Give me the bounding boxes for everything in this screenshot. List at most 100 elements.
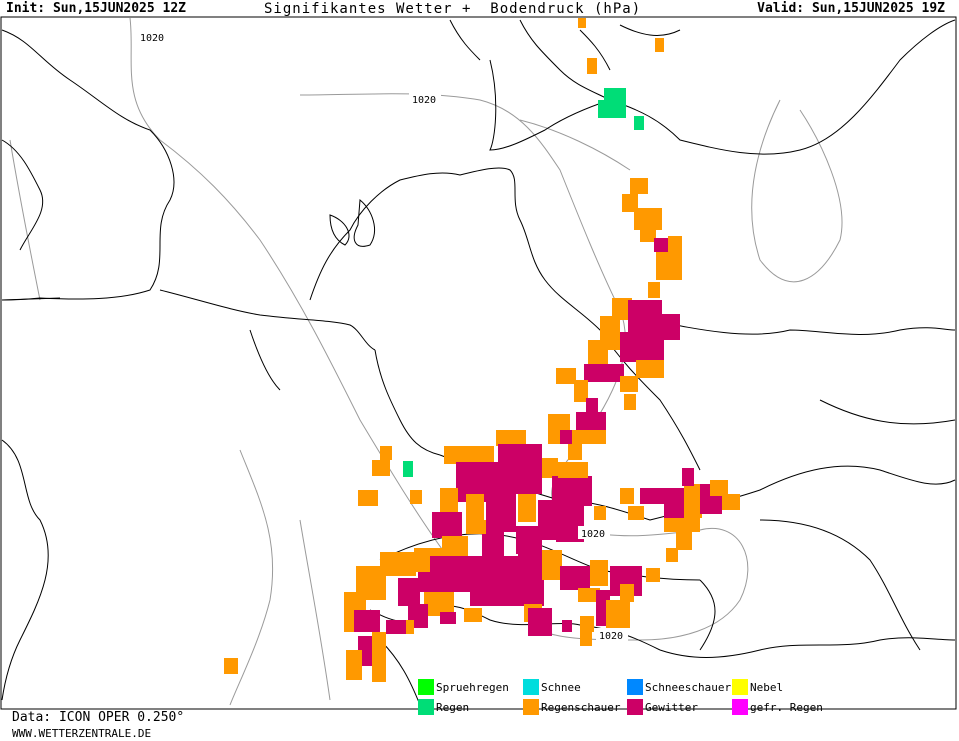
data-source: Data: ICON OPER 0.250° xyxy=(12,710,185,725)
rain-shower-cell xyxy=(620,488,634,504)
rain-shower-cell xyxy=(620,376,638,392)
thunderstorm-cell xyxy=(418,572,432,592)
coastlines-borders xyxy=(1,19,956,706)
rain-shower-cell xyxy=(655,38,664,52)
legend-swatch xyxy=(732,679,748,695)
isobar-label: 1020 xyxy=(140,33,164,44)
thunderstorm-cell xyxy=(620,332,664,362)
init-time: Init: Sun,15JUN2025 12Z xyxy=(6,1,187,16)
thunderstorm-cell xyxy=(482,530,504,560)
rain-shower-cell xyxy=(558,462,588,478)
rain-shower-cell xyxy=(634,208,662,230)
thunderstorm-cell xyxy=(498,444,542,494)
rain-cell xyxy=(634,116,644,130)
rain-shower-cell xyxy=(588,340,608,366)
rain-shower-cell xyxy=(620,584,634,602)
thunderstorm-cell xyxy=(528,608,552,636)
legend-swatch xyxy=(627,679,643,695)
thunderstorm-cell xyxy=(584,364,624,382)
rain-shower-cell xyxy=(578,18,586,28)
legend-swatch xyxy=(523,699,539,715)
rain-shower-cell xyxy=(542,550,562,580)
thunderstorm-cell xyxy=(560,566,590,590)
rain-shower-cell xyxy=(372,460,390,476)
legend-label: Nebel xyxy=(750,680,784,694)
legend-item-gefr-regen: gefr. Regen xyxy=(732,699,823,715)
rain-shower-cell xyxy=(710,480,728,496)
legend-item-nebel: Nebel xyxy=(732,679,783,695)
rain-shower-cell xyxy=(496,430,526,446)
map-title: Signifikantes Wetter + Bodendruck (hPa) xyxy=(264,1,642,17)
rain-shower-cell xyxy=(406,620,414,634)
legend-swatch xyxy=(627,699,643,715)
rain-shower-cell xyxy=(464,608,482,622)
rain-shower-cell xyxy=(440,488,458,512)
rain-shower-cell xyxy=(372,632,386,682)
rain-shower-cell xyxy=(556,368,576,384)
legend-label: Gewitter xyxy=(645,700,698,714)
valid-time: Valid: Sun,15JUN2025 19Z xyxy=(757,1,945,16)
weather-cells xyxy=(224,18,740,682)
thunderstorm-cell xyxy=(516,526,542,554)
rain-shower-cell xyxy=(574,380,588,402)
thunderstorm-cell xyxy=(538,500,556,540)
rain-shower-cell xyxy=(572,430,606,444)
legend-item-gewitter: Gewitter xyxy=(627,699,698,715)
rain-shower-cell xyxy=(612,298,632,320)
thunderstorm-cell xyxy=(664,498,684,518)
legend-swatch xyxy=(418,699,434,715)
isobar-label: 1020 xyxy=(599,631,623,642)
rain-shower-cell xyxy=(646,568,660,582)
legend-item-schneeschauer: Schneeschauer xyxy=(627,679,731,695)
isobar-labels: 1020 1020 1020 1020 xyxy=(137,30,628,642)
legend-swatch xyxy=(732,699,748,715)
legend-item-regen: Regen xyxy=(418,699,469,715)
thunderstorm-cell xyxy=(398,578,420,606)
rain-shower-cell xyxy=(666,548,678,562)
rain-shower-cell xyxy=(630,178,648,194)
thunderstorm-cell xyxy=(386,620,406,634)
rain-cell xyxy=(403,461,413,477)
legend-item-schnee: Schnee xyxy=(523,679,581,695)
rain-shower-cell xyxy=(684,484,702,518)
rain-shower-cell xyxy=(578,588,600,602)
rain-shower-cell xyxy=(346,650,362,680)
thunderstorm-cell xyxy=(560,430,572,444)
rain-shower-cell xyxy=(587,58,597,74)
rain-shower-cell xyxy=(622,194,638,212)
rain-shower-cell xyxy=(656,252,668,280)
thunderstorm-cell xyxy=(562,620,572,632)
rain-shower-cell xyxy=(568,444,582,460)
rain-shower-cell xyxy=(668,236,682,280)
rain-shower-cell xyxy=(358,490,378,506)
legend-item-spruehregen: Spruehregen xyxy=(418,679,509,695)
website: WWW.WETTERZENTRALE.DE xyxy=(12,727,152,740)
thunderstorm-cell xyxy=(470,556,520,606)
legend-swatch xyxy=(523,679,539,695)
rain-shower-cell xyxy=(466,520,486,534)
rain-shower-cell xyxy=(580,616,594,632)
thunderstorm-cell xyxy=(486,492,516,532)
thunderstorm-cell xyxy=(430,556,470,592)
rain-shower-cell xyxy=(590,560,608,586)
legend-label: Spruehregen xyxy=(436,680,509,694)
rain-shower-cell xyxy=(518,494,536,522)
isobar-label: 1020 xyxy=(412,95,436,106)
legend-label: Schneeschauer xyxy=(645,680,732,694)
rain-shower-cell xyxy=(444,446,494,464)
rain-shower-cell xyxy=(636,360,664,378)
legend-label: gefr. Regen xyxy=(750,700,823,714)
rain-shower-cell xyxy=(648,282,660,298)
isobar-label: 1020 xyxy=(581,529,605,540)
rain-shower-cell xyxy=(410,490,422,504)
rain-shower-cell xyxy=(380,446,392,460)
legend-label: Regen xyxy=(436,700,470,714)
thunderstorm-cell xyxy=(654,238,670,252)
thunderstorm-cell xyxy=(432,512,462,538)
legend-label: Schnee xyxy=(541,680,581,694)
rain-shower-cell xyxy=(580,632,592,646)
thunderstorm-cell xyxy=(440,612,456,624)
rain-shower-cell xyxy=(664,518,700,532)
rain-cell xyxy=(598,100,610,118)
